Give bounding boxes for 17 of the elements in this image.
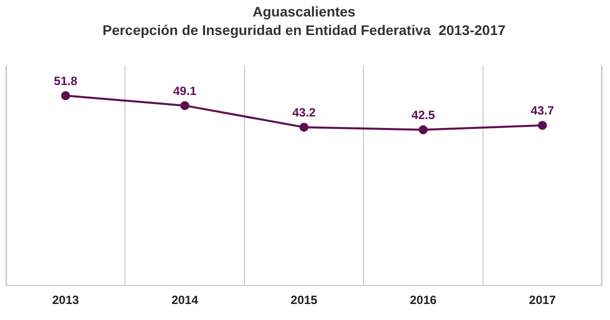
data-label: 43.7 — [530, 104, 554, 118]
point — [300, 122, 308, 132]
chart-subtitle: Percepción de Inseguridad en Entidad Federativa 2013-2017 — [102, 22, 506, 38]
data-label: 51.8 — [54, 74, 78, 88]
chart-title: Aguascalientes — [252, 3, 356, 20]
data-label: 49.1 — [173, 84, 197, 98]
data-label: 42.5 — [412, 108, 436, 122]
data-label: 43.2 — [292, 106, 316, 120]
x-tick-label: 2014 — [171, 293, 198, 308]
point — [61, 91, 70, 100]
x-tick-label: 2016 — [410, 293, 437, 308]
point — [538, 120, 547, 130]
x-tick-label: 2015 — [290, 293, 318, 308]
x-tick-label: 2013 — [52, 293, 80, 308]
x-tick-label: 2017 — [529, 293, 556, 308]
point — [418, 125, 428, 134]
point — [180, 101, 190, 110]
